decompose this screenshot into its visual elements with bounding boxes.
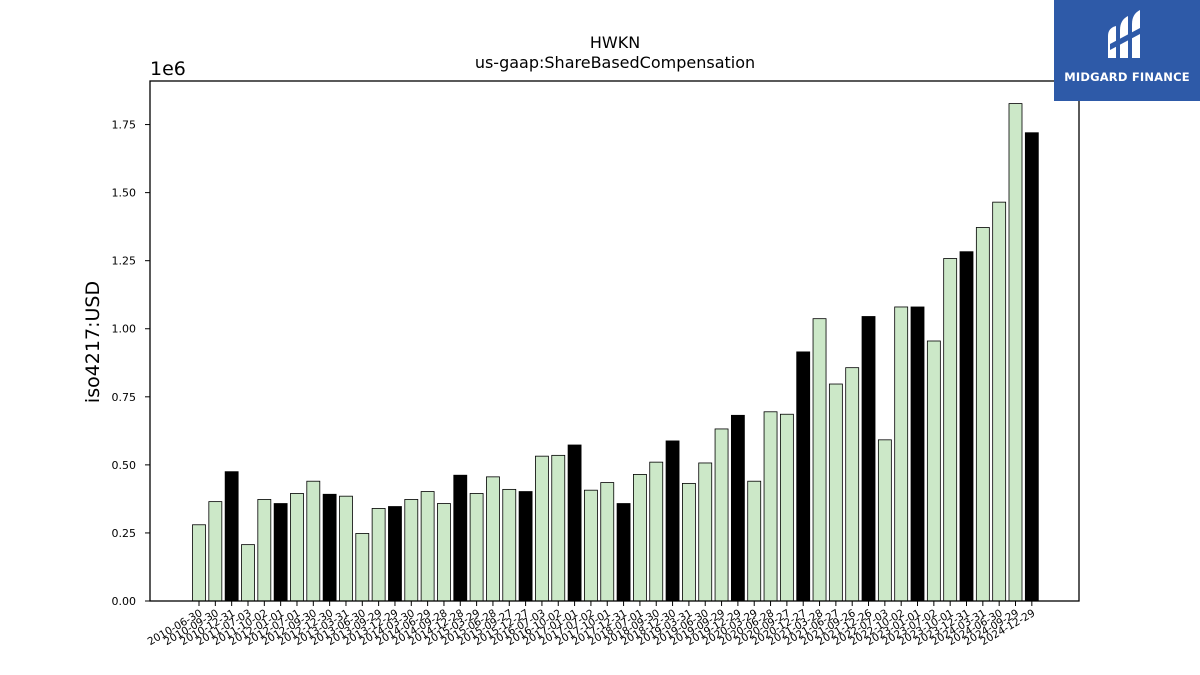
bar-2013-06-30 <box>355 533 370 602</box>
bars-group <box>192 103 1039 602</box>
y-axis-scale-label: 1e6 <box>150 58 186 80</box>
bar-2013-12-29 <box>388 506 402 602</box>
bar-2011-07-03 <box>241 544 255 602</box>
bar-2019-06-30 <box>698 462 713 602</box>
x-axis-ticks: 2010-06-302010-09-302010-12-312011-07-03… <box>146 601 1037 648</box>
bar-2018-12-30 <box>665 440 680 602</box>
bar-2020-12-27 <box>796 351 811 602</box>
bar-2014-12-28 <box>453 474 468 602</box>
y-tick-label: 1.25 <box>112 255 137 268</box>
bar-2010-09-30 <box>208 501 223 602</box>
bar-2014-06-29 <box>420 491 435 602</box>
bar-2015-03-29 <box>469 493 484 602</box>
bar-2014-09-28 <box>437 503 451 602</box>
bar-2022-07-03 <box>877 439 892 602</box>
chart-title: HWKN <box>590 33 640 52</box>
bar-2024-03-31 <box>975 227 990 602</box>
bar-2018-07-01 <box>633 473 647 602</box>
bar-2023-07-02 <box>926 340 941 602</box>
bar-2015-12-27 <box>518 491 533 602</box>
bar-2024-06-30 <box>992 201 1007 602</box>
plot-frame <box>149 80 1080 602</box>
y-tick-label: 0.25 <box>112 527 137 540</box>
bar-2023-10-01 <box>943 258 958 602</box>
bar-2015-09-27 <box>502 488 517 602</box>
bar-2024-12-29 <box>1024 132 1039 602</box>
y-tick-label: 1.75 <box>112 119 137 132</box>
bar-2010-12-31 <box>224 471 239 602</box>
midgard-logo-icon <box>1108 10 1140 58</box>
chart-subtitle: us-gaap:ShareBasedCompensation <box>475 53 755 72</box>
bar-2021-12-26 <box>861 316 876 602</box>
bar-2017-12-31 <box>616 503 631 602</box>
bar-2020-06-28 <box>763 411 778 602</box>
bar-2019-12-29 <box>730 414 745 602</box>
midgard-finance-logo: MIDGARD FINANCE <box>1054 0 1200 101</box>
bar-2024-09-29 <box>1008 103 1023 602</box>
bar-2015-06-28 <box>486 476 500 602</box>
bar-2021-03-28 <box>812 318 827 602</box>
bar-2020-03-29 <box>747 480 762 602</box>
y-tick-label: 1.00 <box>112 323 137 336</box>
bar-2012-09-30 <box>306 480 321 602</box>
bar-2014-03-30 <box>404 499 419 602</box>
y-tick-label: 0.75 <box>112 391 137 404</box>
y-axis-ticks: 0.00 0.25 0.50 0.75 1.00 1.25 1.50 1.75 <box>112 119 150 608</box>
bar-2021-06-27 <box>828 383 843 602</box>
bar-2019-09-29 <box>714 428 729 602</box>
y-tick-label: 0.50 <box>112 459 137 472</box>
logo-text: MIDGARD FINANCE <box>1064 70 1190 84</box>
bar-2022-10-02 <box>894 306 909 602</box>
bar-2017-10-01 <box>600 482 615 602</box>
bar-2023-01-01 <box>910 306 925 602</box>
bar-2021-09-26 <box>845 367 860 602</box>
bar-2013-03-31 <box>339 495 353 602</box>
bar-2017-07-02 <box>584 489 598 602</box>
y-axis-label: iso4217:USD <box>82 281 104 403</box>
bar-2017-01-01 <box>567 444 582 602</box>
bar-2019-03-31 <box>682 482 696 602</box>
y-tick-label: 1.50 <box>112 187 137 200</box>
bar-2023-12-31 <box>959 251 974 602</box>
bar-2012-01-01 <box>273 503 288 602</box>
bar-2011-10-02 <box>257 499 272 602</box>
bar-2012-12-30 <box>322 493 337 602</box>
bar-2010-06-30 <box>192 524 206 602</box>
bar-2020-09-27 <box>779 413 794 602</box>
bar-2016-10-02 <box>551 454 566 602</box>
bar-2013-09-29 <box>371 508 386 602</box>
y-tick-label: 0.00 <box>112 595 137 608</box>
bar-2018-09-30 <box>649 461 664 602</box>
bar-2016-07-03 <box>535 455 549 602</box>
bar-2012-07-01 <box>290 493 304 602</box>
